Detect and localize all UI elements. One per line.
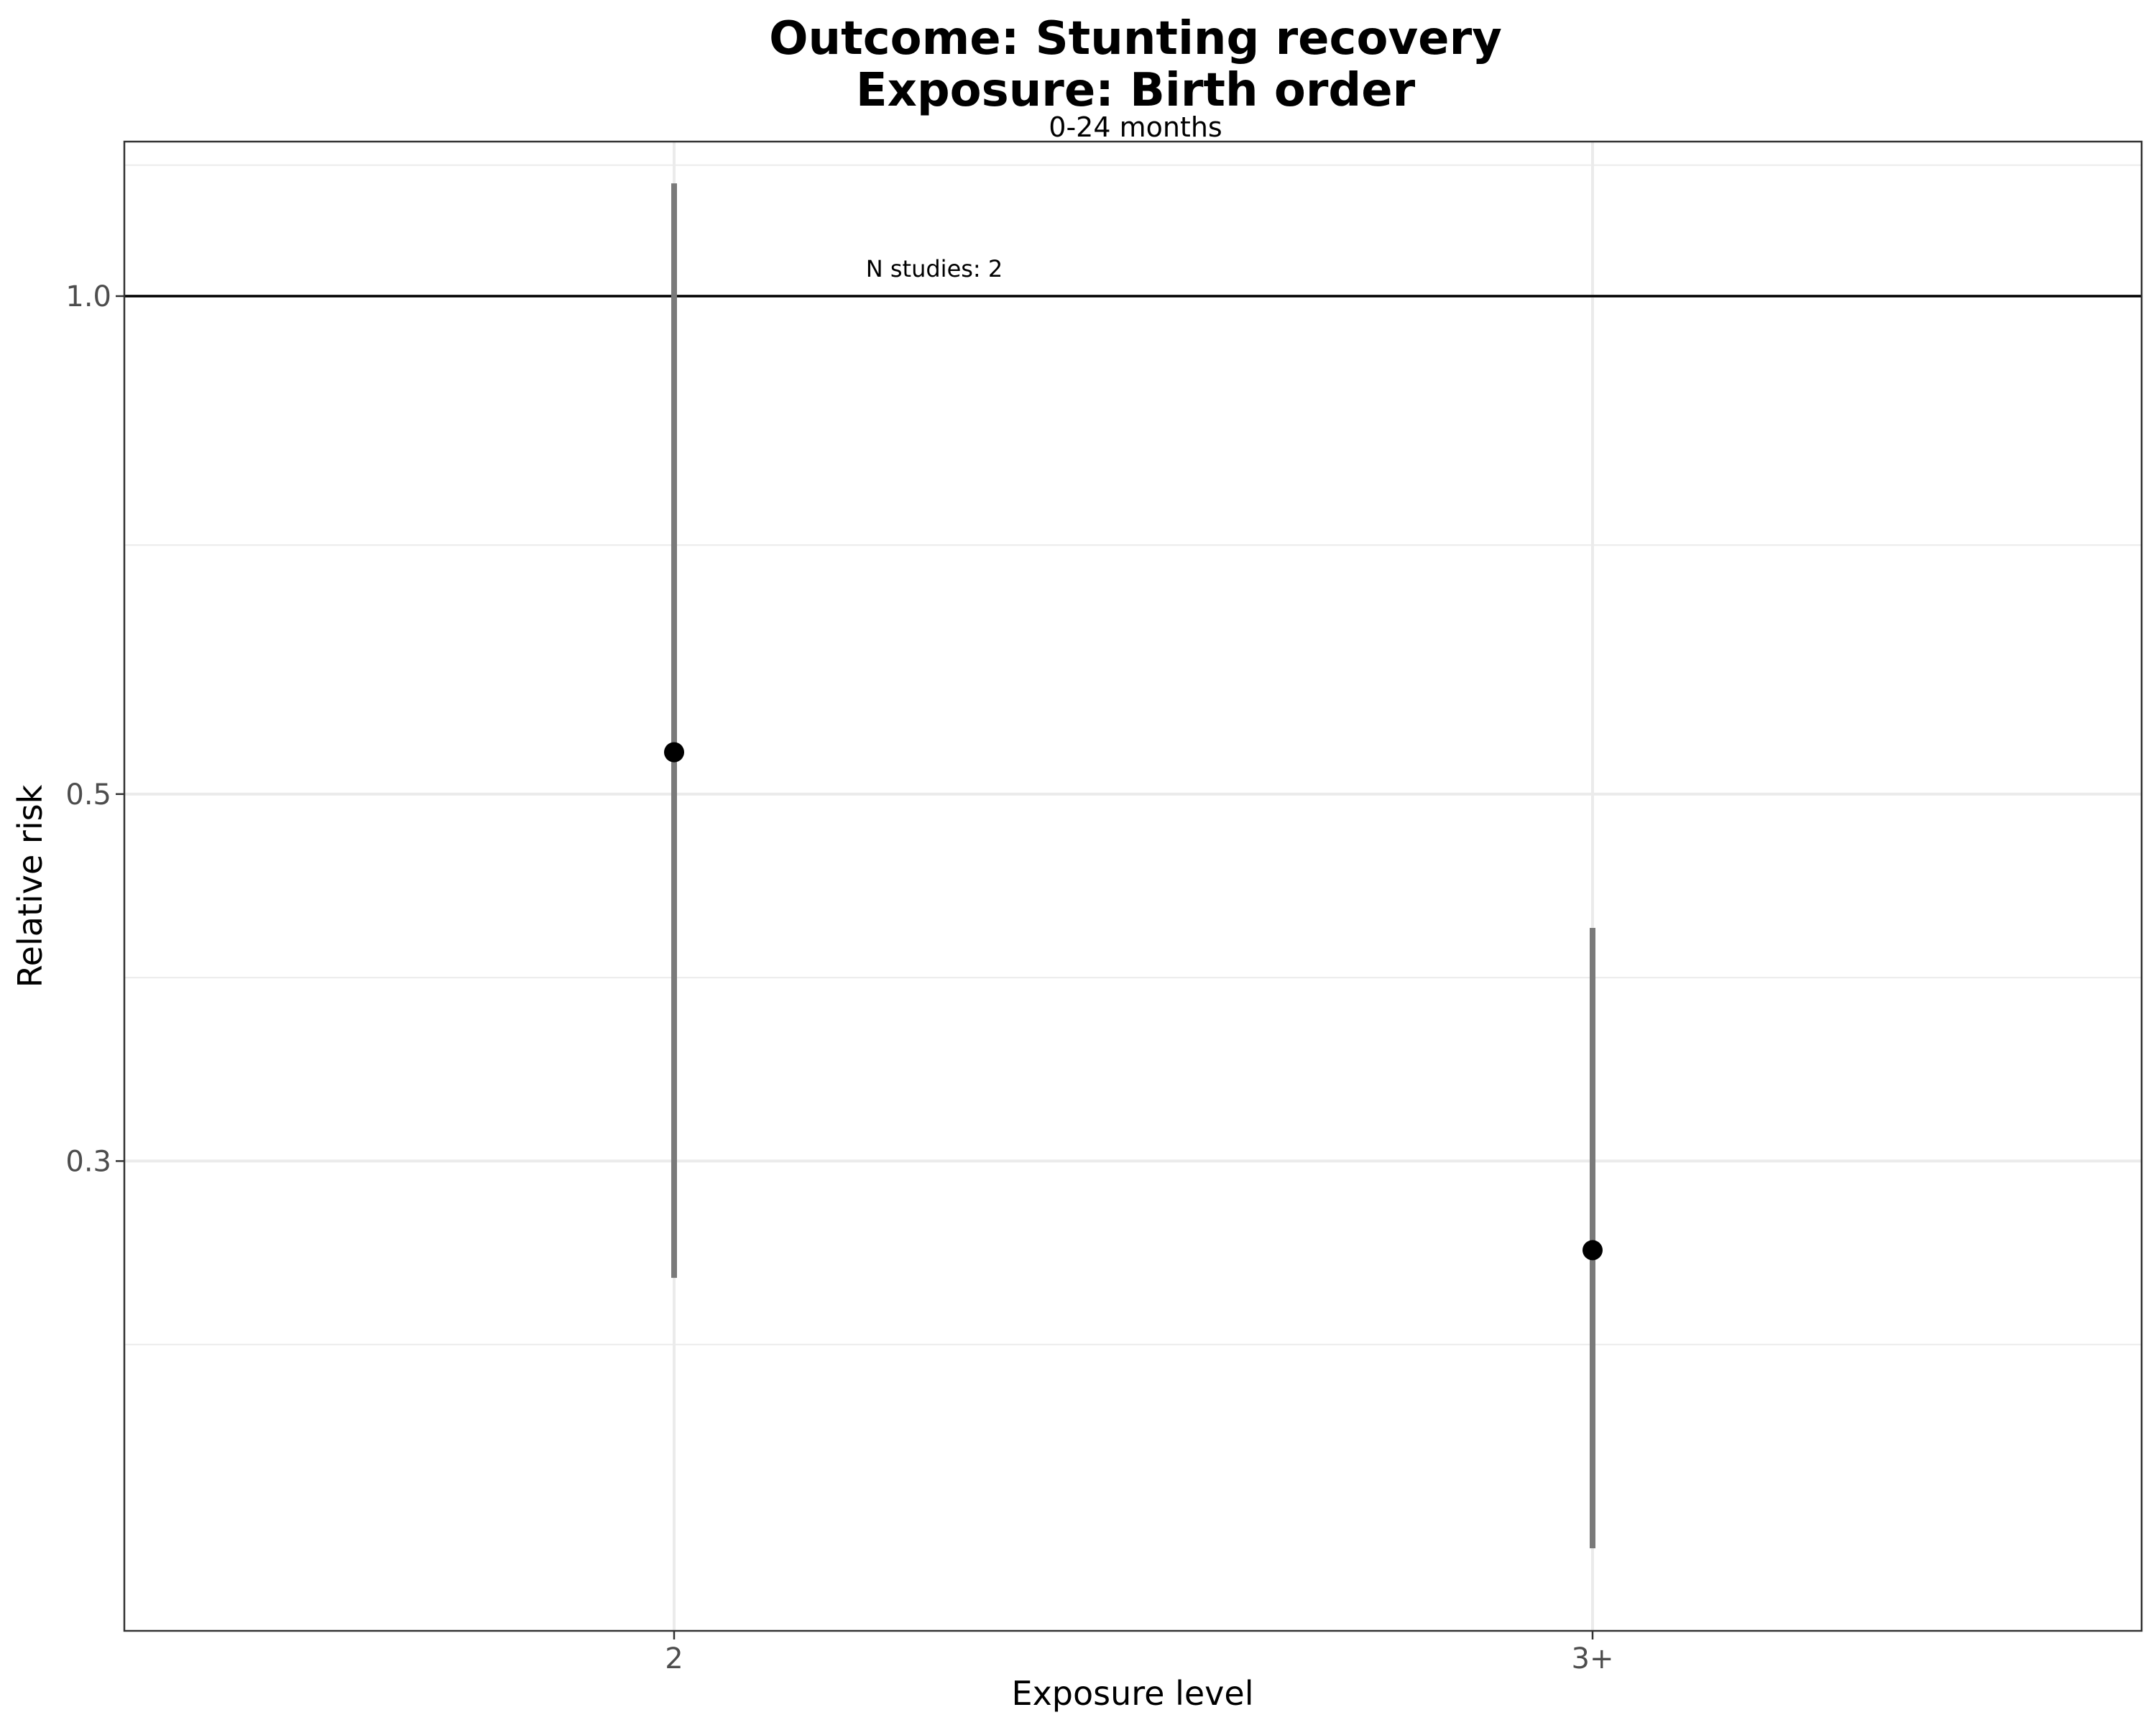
axes: 0.3 0.5 1.0 2 3+	[65, 280, 1613, 1675]
annotation-group: N studies: 2	[866, 255, 1003, 282]
data-marks	[664, 183, 1603, 1549]
panel-border	[123, 140, 2143, 1632]
estimate-point-1	[664, 742, 684, 763]
y-axis-title: Relative risk	[11, 784, 50, 988]
chart-title: Outcome: Stunting recovery	[769, 12, 1502, 65]
chart-subtitle: 0-24 months	[1049, 111, 1222, 143]
y-tick-label: 0.5	[65, 778, 111, 811]
x-tick-label: 3+	[1572, 1642, 1614, 1675]
y-tick-label: 1.0	[65, 280, 111, 313]
chart-title-line2: Exposure: Birth order	[856, 64, 1416, 117]
estimate-point-2	[1583, 1240, 1603, 1261]
y-tick-label: 0.3	[65, 1145, 111, 1178]
n-studies-annotation: N studies: 2	[866, 255, 1003, 282]
x-tick-label: 2	[665, 1642, 683, 1675]
x-axis-title: Exposure level	[1012, 1674, 1254, 1713]
